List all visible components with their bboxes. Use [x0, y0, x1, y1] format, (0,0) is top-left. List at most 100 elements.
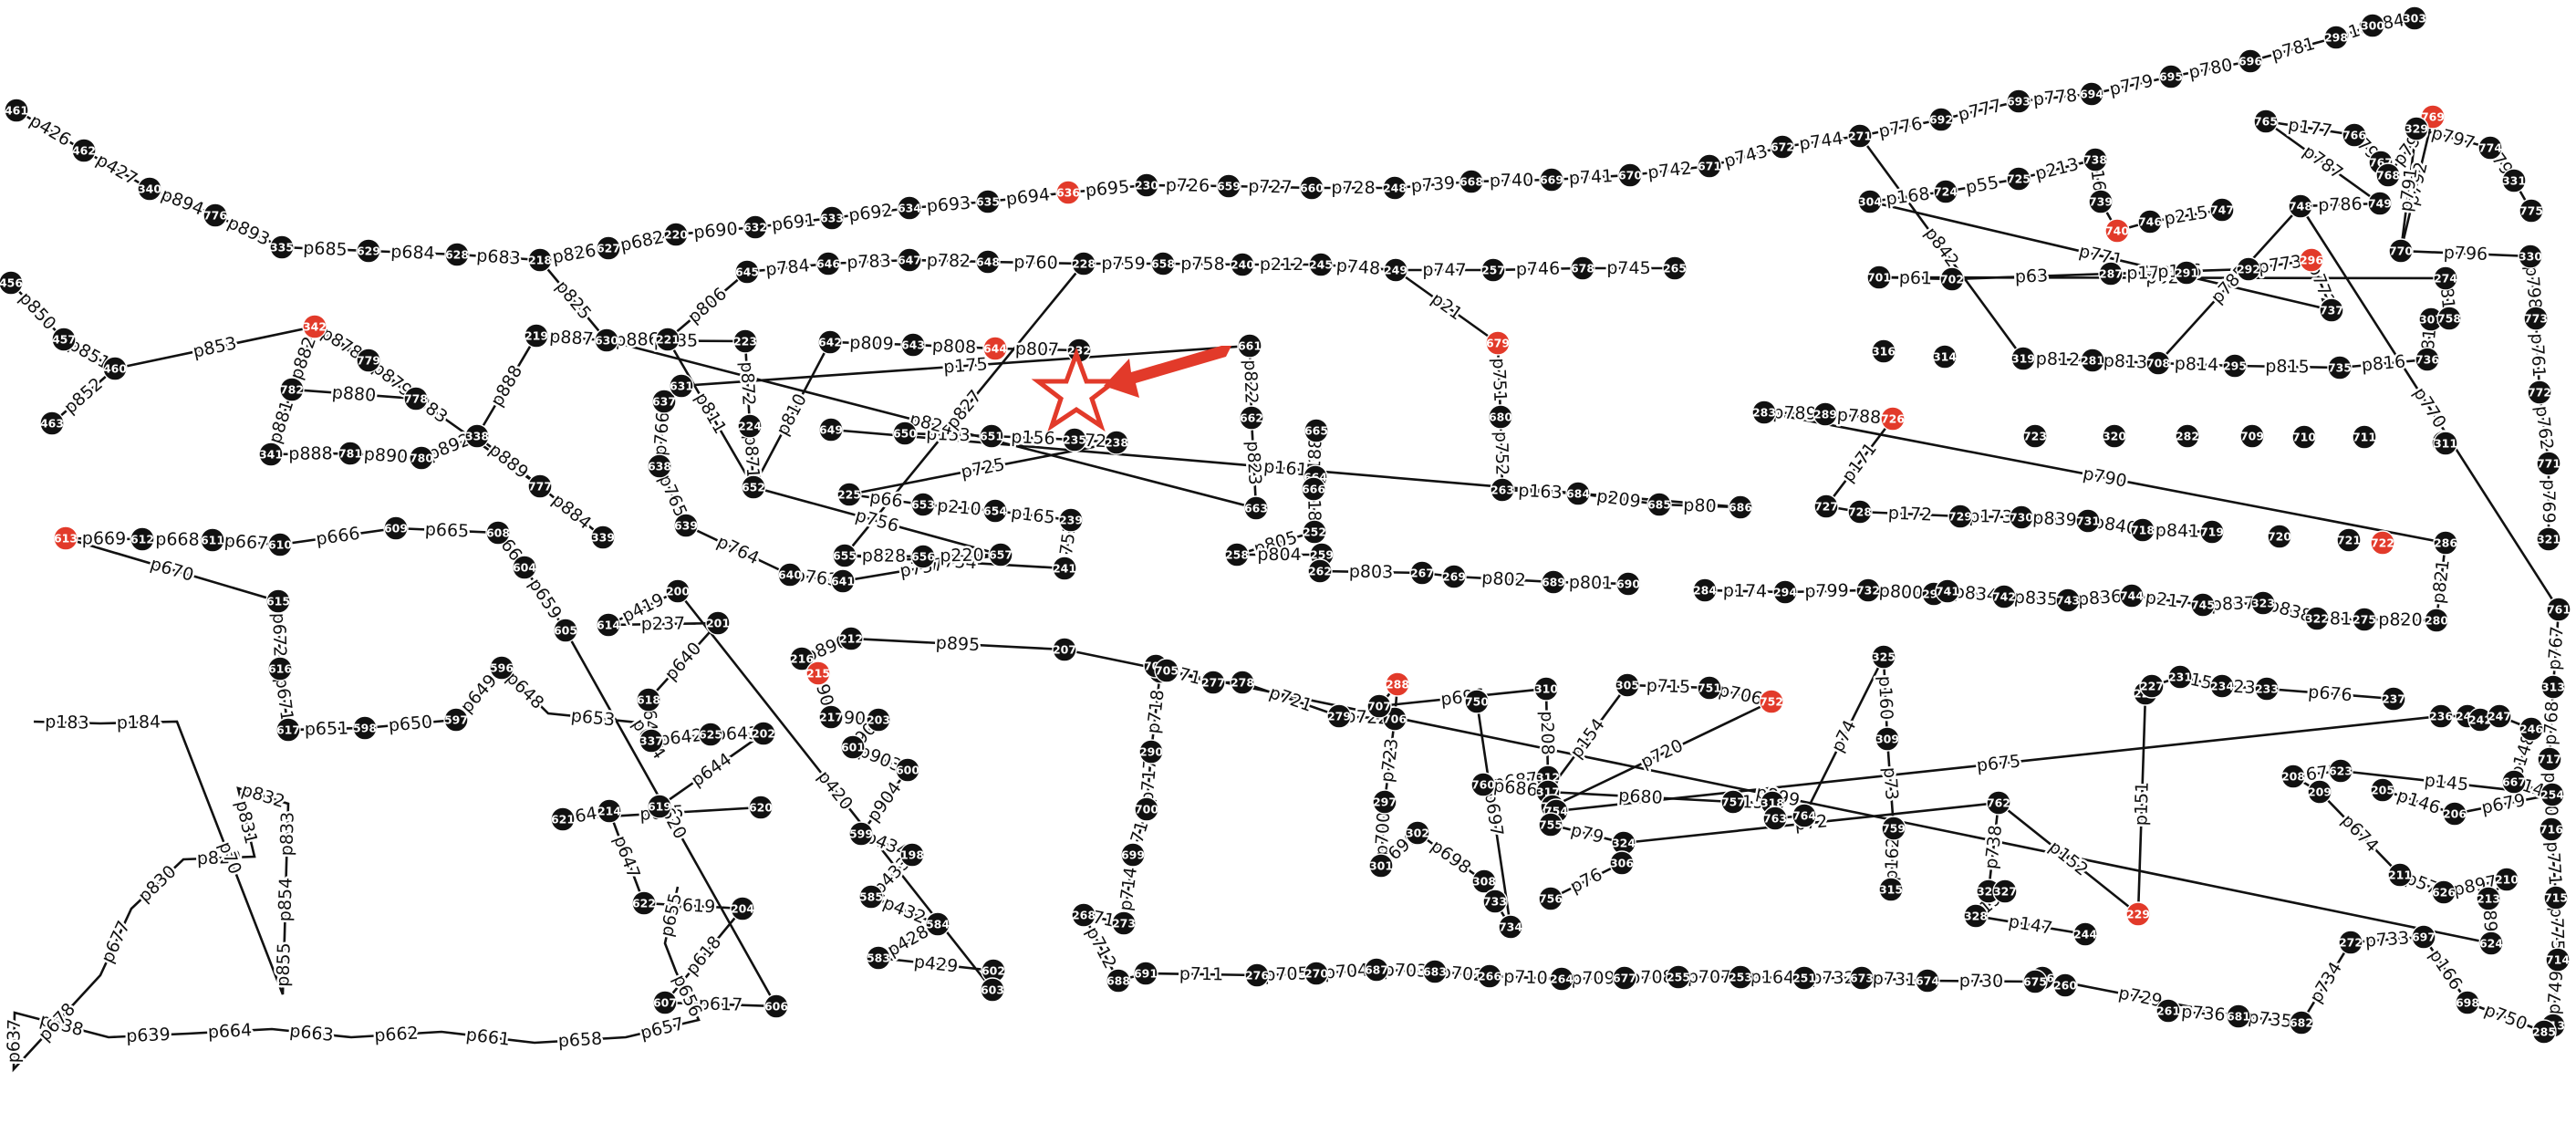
junction-node[interactable]: 263	[1490, 477, 1515, 503]
junction-node[interactable]: 217	[818, 704, 844, 730]
junction-node[interactable]: 321	[2536, 526, 2561, 552]
junction-node[interactable]: 206	[2442, 801, 2467, 827]
junction-node[interactable]: 733	[1482, 889, 1508, 914]
junction-node[interactable]: 603	[980, 977, 1005, 1003]
junction-node[interactable]: 756	[1538, 886, 1563, 911]
junction-node[interactable]: 624	[2478, 931, 2504, 956]
junction-node[interactable]: 236	[2428, 703, 2454, 729]
junction-node[interactable]: 305	[1615, 672, 1640, 698]
junction-node[interactable]: 248	[1382, 175, 1407, 201]
junction-node[interactable]: 315	[1878, 877, 1904, 902]
junction-node[interactable]: 697	[2411, 924, 2436, 950]
junction-node[interactable]: 620	[748, 795, 774, 820]
junction-node[interactable]: 257	[1480, 257, 1506, 283]
junction-node[interactable]: 583	[866, 945, 891, 971]
junction-node[interactable]: 304	[1857, 189, 1883, 214]
highlighted-node[interactable]: 679	[1485, 330, 1511, 356]
junction-node[interactable]: 731	[2075, 508, 2101, 534]
junction-node[interactable]: 677	[1612, 965, 1637, 991]
junction-node[interactable]: 732	[1855, 577, 1881, 603]
junction-node[interactable]: 670	[1617, 162, 1643, 188]
junction-node[interactable]: 693	[2006, 88, 2031, 114]
junction-node[interactable]: 625	[698, 722, 723, 747]
junction-node[interactable]: 283	[1751, 400, 1777, 425]
junction-node[interactable]: 765	[2253, 109, 2279, 134]
junction-node[interactable]: 202	[751, 721, 776, 746]
junction-node[interactable]: 654	[982, 498, 1008, 524]
junction-node[interactable]: 231	[2167, 664, 2193, 690]
junction-node[interactable]: 585	[858, 884, 884, 910]
junction-node[interactable]: 746	[2137, 209, 2163, 234]
junction-node[interactable]: 627	[596, 235, 621, 261]
junction-node[interactable]: 616	[267, 656, 293, 681]
highlighted-node[interactable]: 342	[302, 314, 327, 339]
junction-node[interactable]: 327	[1992, 879, 2018, 904]
junction-node[interactable]: 276	[1244, 962, 1270, 988]
junction-node[interactable]: 290	[1138, 739, 1164, 764]
junction-node[interactable]: 721	[2336, 527, 2362, 553]
highlighted-node[interactable]: 752	[1759, 689, 1784, 714]
junction-node[interactable]: 258	[1224, 542, 1250, 567]
junction-node[interactable]: 730	[2009, 504, 2034, 530]
junction-node[interactable]: 607	[652, 990, 678, 1015]
junction-node[interactable]: 308	[1471, 868, 1497, 894]
junction-node[interactable]: 637	[651, 389, 677, 414]
junction-node[interactable]: 649	[818, 417, 844, 442]
junction-node[interactable]: 763	[1762, 806, 1788, 831]
junction-node[interactable]: 659	[1216, 173, 1241, 199]
junction-node[interactable]: 647	[897, 247, 922, 273]
junction-node[interactable]: 309	[1875, 726, 1900, 752]
junction-node[interactable]: 761	[2546, 597, 2571, 622]
junction-node[interactable]: 270	[1304, 961, 1329, 986]
junction-node[interactable]: 204	[730, 896, 755, 921]
junction-node[interactable]: 694	[2079, 81, 2104, 107]
junction-node[interactable]: 244	[2072, 921, 2098, 947]
junction-node[interactable]: 223	[732, 328, 758, 354]
junction-node[interactable]: 748	[2288, 193, 2313, 219]
junction-node[interactable]: 303	[2402, 5, 2427, 31]
junction-node[interactable]: 331	[2501, 168, 2527, 193]
junction-node[interactable]: 221	[655, 327, 680, 352]
junction-node[interactable]: 640	[777, 562, 803, 588]
junction-node[interactable]: 207	[1052, 637, 1077, 662]
junction-node[interactable]: 295	[2222, 353, 2248, 379]
junction-node[interactable]: 682	[2289, 1010, 2314, 1035]
junction-node[interactable]: 307	[2418, 307, 2444, 332]
junction-node[interactable]: 198	[899, 842, 925, 868]
junction-node[interactable]: 657	[988, 542, 1013, 567]
junction-node[interactable]: 617	[275, 717, 301, 743]
junction-node[interactable]: 691	[1133, 961, 1158, 986]
highlighted-node[interactable]: 613	[53, 525, 78, 551]
junction-node[interactable]: 298	[2323, 25, 2349, 50]
junction-node[interactable]: 681	[2226, 1004, 2251, 1029]
junction-node[interactable]: 615	[265, 588, 291, 614]
junction-node[interactable]: 700	[1134, 796, 1159, 822]
junction-node[interactable]: 651	[979, 423, 1004, 449]
junction-node[interactable]: 723	[2022, 423, 2048, 449]
junction-node[interactable]: 735	[2327, 355, 2353, 380]
junction-node[interactable]: 255	[1666, 964, 1691, 990]
junction-node[interactable]: 631	[669, 373, 694, 399]
junction-node[interactable]: 209	[2307, 779, 2332, 805]
junction-node[interactable]: 211	[2387, 862, 2413, 888]
junction-node[interactable]: 262	[1307, 558, 1333, 584]
highlighted-node[interactable]: 722	[2370, 530, 2395, 556]
junction-node[interactable]: 678	[1570, 255, 1595, 281]
junction-node[interactable]: 665	[1304, 418, 1329, 443]
junction-node[interactable]: 755	[1538, 812, 1563, 837]
junction-node[interactable]: 322	[2304, 606, 2330, 631]
junction-node[interactable]: 264	[1549, 966, 1574, 992]
junction-node[interactable]: 656	[910, 544, 936, 569]
junction-node[interactable]: 301	[1368, 853, 1394, 879]
junction-node[interactable]: 778	[403, 386, 429, 411]
junction-node[interactable]: 340	[137, 176, 162, 202]
junction-node[interactable]: 214	[597, 798, 622, 824]
junction-node[interactable]: 686	[1728, 494, 1753, 520]
junction-node[interactable]: 216	[789, 646, 815, 671]
junction-node[interactable]: 599	[848, 821, 874, 847]
junction-node[interactable]: 680	[1488, 404, 1513, 430]
junction-node[interactable]: 274	[2433, 265, 2458, 291]
junction-node[interactable]: 650	[892, 421, 918, 446]
junction-node[interactable]: 218	[527, 247, 553, 273]
junction-node[interactable]: 200	[665, 578, 691, 604]
